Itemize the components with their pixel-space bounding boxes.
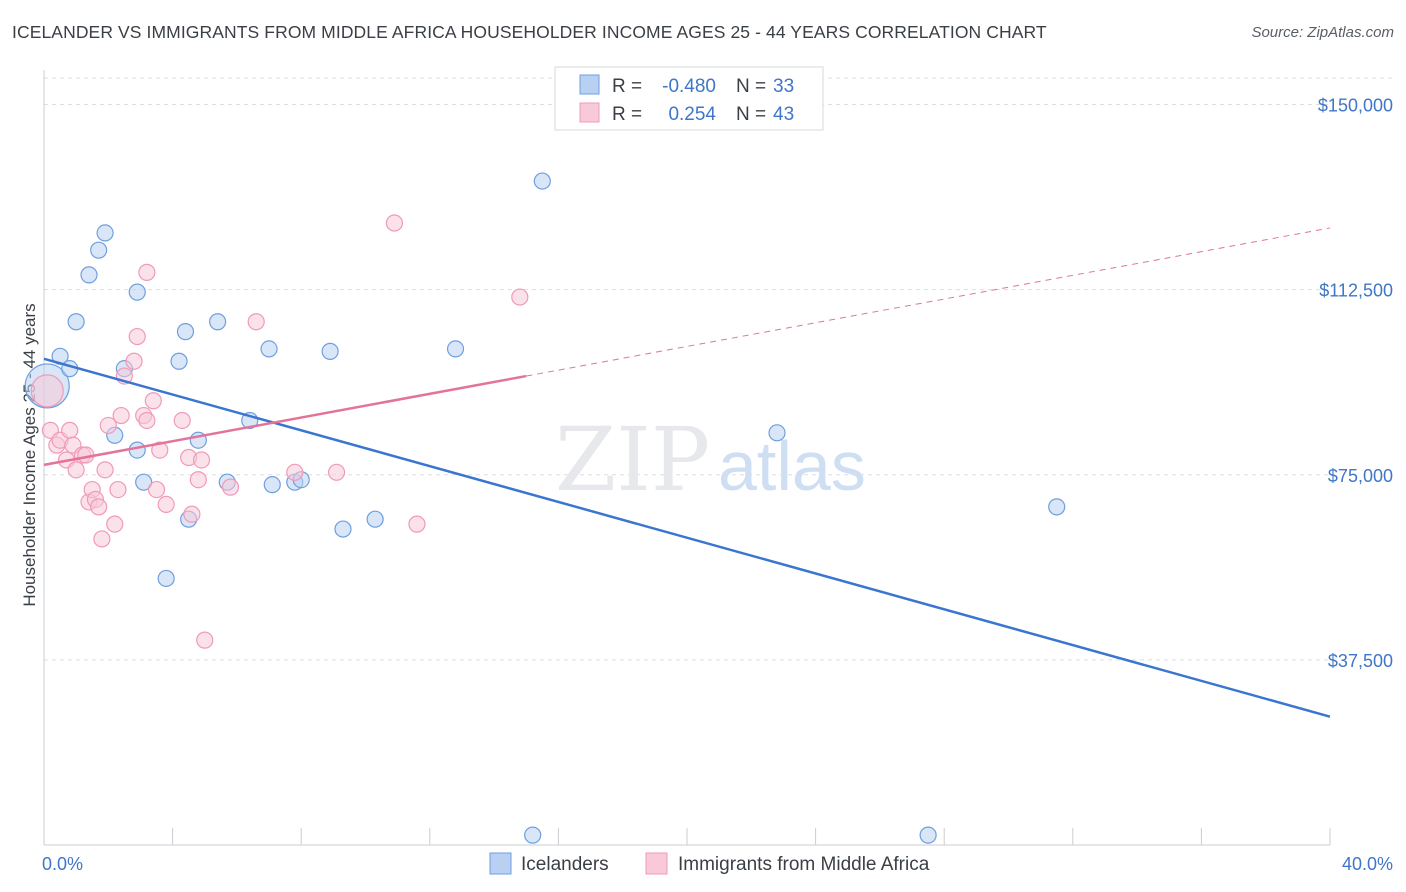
y-tick-label-0: $37,500 <box>1328 651 1393 671</box>
point-series0-24 <box>334 520 352 538</box>
legend-label-icelanders: Icelanders <box>521 854 609 875</box>
x-tick-label-1: 40.0% <box>1342 854 1393 874</box>
point-series1-0 <box>30 374 64 408</box>
point-series1-15 <box>96 461 114 479</box>
point-series0-9 <box>128 283 146 301</box>
y-tick-label-2: $112,500 <box>1319 281 1393 301</box>
legend-label-middle-africa: Immigrants from Middle Africa <box>678 854 930 875</box>
stats-r-value-2: 0.254 <box>668 104 716 125</box>
source-credit: Source: ZipAtlas.com <box>1251 24 1394 41</box>
point-series0-13 <box>176 323 195 341</box>
point-series1-27 <box>147 480 166 499</box>
point-series0-23 <box>321 342 339 360</box>
stats-r-value-1: -0.480 <box>662 76 716 97</box>
point-series0-28 <box>157 569 175 588</box>
point-series1-14 <box>93 530 111 548</box>
point-series1-41 <box>408 515 426 533</box>
point-series1-30 <box>173 411 191 430</box>
stats-n-label-1: N = <box>736 76 766 97</box>
stats-box: R = -0.480 N = 33 R = 0.254 N = 43 <box>554 66 824 131</box>
point-series0-32 <box>919 826 937 844</box>
stats-swatch-middle-africa <box>579 102 600 123</box>
point-series0-19 <box>260 340 278 358</box>
point-series0-3 <box>80 266 98 284</box>
y-tick-labels: $37,500 $75,000 $112,500 $150,000 <box>1318 96 1393 671</box>
trend-lines <box>43 227 1331 718</box>
point-series0-27 <box>533 172 551 190</box>
chart-title: ICELANDER VS IMMIGRANTS FROM MIDDLE AFRI… <box>12 22 1047 42</box>
point-series0-12 <box>170 352 188 370</box>
point-series1-39 <box>327 463 346 481</box>
point-series0-25 <box>366 510 384 528</box>
trend-line-series0 <box>43 357 1331 718</box>
point-series0-16 <box>209 313 227 331</box>
point-series0-30 <box>1048 498 1066 516</box>
point-series1-19 <box>112 406 130 425</box>
point-series0-20 <box>263 476 281 494</box>
watermark: ZIP atlas <box>555 408 866 511</box>
point-series1-38 <box>286 463 304 481</box>
point-series1-40 <box>385 214 404 232</box>
point-series1-37 <box>247 313 265 331</box>
stats-n-value-1: 33 <box>773 76 794 97</box>
trend-line-series1 <box>43 374 527 467</box>
point-series1-18 <box>109 480 127 499</box>
point-series1-13 <box>90 498 108 516</box>
point-series1-28 <box>151 441 169 459</box>
point-series1-33 <box>189 471 207 489</box>
y-tick-label-3: $150,000 <box>1318 96 1393 116</box>
point-series1-24 <box>138 411 156 430</box>
point-series1-22 <box>128 327 146 346</box>
legend-swatch-middle-africa <box>645 852 668 875</box>
point-series1-25 <box>138 263 156 281</box>
point-series1-29 <box>157 495 175 513</box>
trend-extension-series1 <box>526 227 1331 377</box>
x-tick-labels: 0.0% 40.0% <box>42 854 1393 874</box>
point-series1-17 <box>106 515 124 533</box>
point-series0-31 <box>524 826 542 844</box>
gridlines <box>44 77 1393 661</box>
y-tick-label-1: $75,000 <box>1328 466 1393 486</box>
watermark-zip: ZIP <box>555 408 710 511</box>
point-series1-16 <box>99 416 117 435</box>
stats-swatch-icelanders <box>579 74 600 95</box>
x-tick-label-0: 0.0% <box>42 854 83 874</box>
point-series1-34 <box>192 451 211 469</box>
point-series1-26 <box>144 392 162 410</box>
point-series0-4 <box>90 241 108 259</box>
stats-r-label-1: R = <box>612 76 642 97</box>
point-series1-35 <box>196 631 214 649</box>
y-axis-label: Householder Income Ages 25 - 44 years <box>20 303 39 606</box>
point-series1-32 <box>183 505 201 523</box>
legend: Icelanders Immigrants from Middle Africa <box>489 852 930 875</box>
point-series1-5 <box>61 421 79 439</box>
point-series0-11 <box>135 473 153 491</box>
stats-n-label-2: N = <box>736 104 766 125</box>
point-series0-26 <box>446 340 465 358</box>
point-series1-21 <box>125 352 143 370</box>
legend-swatch-icelanders <box>489 852 512 875</box>
point-series0-5 <box>96 224 114 242</box>
point-series1-42 <box>511 288 529 306</box>
point-series0-6 <box>67 313 85 331</box>
point-series0-10 <box>128 441 146 459</box>
point-series1-36 <box>221 478 240 496</box>
stats-box-frame <box>554 66 824 131</box>
data-points <box>24 172 1066 844</box>
stats-r-label-2: R = <box>612 104 642 125</box>
stats-n-value-2: 43 <box>773 104 794 125</box>
watermark-atlas: atlas <box>718 427 866 505</box>
point-series0-29 <box>768 424 786 442</box>
point-series1-7 <box>67 461 85 479</box>
axes <box>43 70 1331 846</box>
